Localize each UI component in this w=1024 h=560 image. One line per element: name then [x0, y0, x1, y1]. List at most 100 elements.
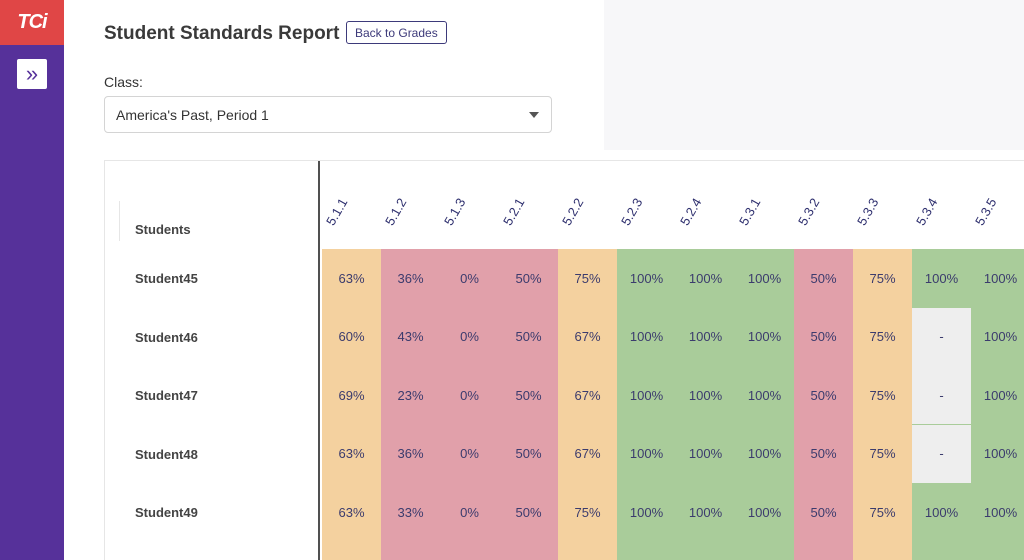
students-column-header[interactable]: Students [135, 222, 191, 237]
standard-column-header[interactable]: 5.3.2 [794, 161, 853, 249]
score-cell[interactable]: 100% [747, 504, 782, 520]
standard-column-header[interactable]: 5.3.3 [853, 161, 912, 249]
score-cell[interactable]: 100% [747, 446, 782, 461]
double-chevron-right-icon: » [25, 61, 39, 86]
score-cell[interactable]: 75% [574, 270, 601, 286]
standard-column-header[interactable]: 5.1.1 [322, 161, 381, 249]
score-cell[interactable]: 50% [810, 329, 837, 344]
standard-code: 5.2.2 [559, 195, 587, 228]
sidebar: TCi » [0, 0, 64, 560]
standard-column-header[interactable]: 5.3.1 [735, 161, 794, 249]
header-divider [119, 201, 120, 241]
score-cell[interactable]: 67% [574, 387, 601, 403]
score-cell[interactable]: 50% [515, 387, 542, 403]
score-cell[interactable]: 75% [869, 329, 896, 344]
score-cell[interactable]: 33% [397, 504, 424, 520]
score-cell[interactable]: 0% [460, 446, 479, 461]
score-cell[interactable]: 75% [574, 504, 601, 520]
standard-column-header[interactable]: 5.3.5 [971, 161, 1024, 249]
score-cell[interactable]: 100% [983, 329, 1018, 344]
score-cell[interactable]: 0% [460, 387, 479, 403]
standard-column-bg [676, 249, 735, 560]
score-cell[interactable]: 67% [574, 446, 601, 461]
standard-column-header[interactable]: 5.2.3 [617, 161, 676, 249]
class-select[interactable]: America's Past, Period 1 [104, 96, 552, 133]
score-cell[interactable]: 75% [869, 504, 896, 520]
score-cell[interactable]: 100% [688, 387, 723, 403]
score-cell[interactable]: 63% [338, 446, 365, 461]
score-cell[interactable]: 0% [460, 504, 479, 520]
score-cell[interactable]: 69% [338, 387, 365, 403]
score-cell[interactable]: 36% [397, 270, 424, 286]
score-cell[interactable]: 75% [869, 387, 896, 403]
score-cell[interactable]: 50% [810, 504, 837, 520]
score-cell[interactable]: 100% [924, 270, 959, 286]
score-cell[interactable]: 100% [983, 504, 1018, 520]
tci-logo[interactable]: TCi [0, 0, 64, 45]
score-cell[interactable]: 60% [338, 329, 365, 344]
student-name[interactable]: Student49 [135, 505, 198, 520]
standard-code: 5.3.5 [972, 195, 1000, 228]
student-name[interactable]: Student46 [135, 329, 198, 345]
standard-code: 5.2.3 [618, 195, 646, 228]
standard-column-bg [499, 249, 558, 560]
standard-column-header[interactable]: 5.2.4 [676, 161, 735, 249]
student-name[interactable]: Student48 [135, 446, 198, 462]
score-cell[interactable]: 100% [629, 329, 664, 344]
score-cell[interactable]: 75% [869, 270, 896, 286]
score-cell[interactable]: 100% [688, 329, 723, 344]
student-name[interactable]: Student47 [135, 388, 198, 403]
score-cell[interactable]: 36% [397, 446, 424, 461]
standard-column-header[interactable]: 5.2.1 [499, 161, 558, 249]
standard-column-bg [794, 249, 853, 560]
students-column: Students Student45 Student46 Student47 Stud… [105, 161, 320, 560]
score-cell[interactable]: 50% [810, 446, 837, 461]
standard-column-header[interactable]: 5.2.2 [558, 161, 617, 249]
score-cell[interactable]: 63% [338, 504, 365, 520]
score-cell[interactable]: 100% [629, 504, 664, 520]
score-cell[interactable]: 23% [397, 387, 424, 403]
score-cell[interactable]: 43% [397, 329, 424, 344]
standard-column-bg [440, 249, 499, 560]
score-cell[interactable]: 100% [688, 504, 723, 520]
back-to-grades-button[interactable]: Back to Grades [346, 21, 447, 44]
score-cell[interactable]: 100% [983, 446, 1018, 461]
score-cell[interactable]: 100% [629, 446, 664, 461]
score-cell[interactable]: 0% [460, 270, 479, 286]
score-cell[interactable]: 0% [460, 329, 479, 344]
standard-column-header[interactable]: 5.1.3 [440, 161, 499, 249]
standard-column-bg [322, 249, 381, 560]
score-cell[interactable]: 100% [629, 387, 664, 403]
score-cell[interactable]: - [912, 424, 971, 483]
score-cell[interactable]: 100% [983, 387, 1018, 403]
score-cell[interactable]: 100% [747, 387, 782, 403]
score-cell[interactable]: 50% [515, 270, 542, 286]
score-cell[interactable]: 50% [515, 329, 542, 344]
student-name[interactable]: Student45 [135, 271, 198, 286]
score-cell[interactable]: 100% [747, 329, 782, 344]
score-cell[interactable]: 50% [515, 446, 542, 461]
standard-code: 5.1.1 [323, 195, 351, 228]
score-cell[interactable]: 100% [747, 270, 782, 286]
score-cell[interactable]: 50% [810, 387, 837, 403]
score-cell[interactable]: 100% [688, 270, 723, 286]
score-cell[interactable]: 100% [983, 270, 1018, 286]
score-cell[interactable]: 50% [515, 504, 542, 520]
standard-column-header[interactable]: 5.1.2 [381, 161, 440, 249]
standard-column-bg [617, 249, 676, 560]
score-cell[interactable]: 67% [574, 329, 601, 344]
score-cell[interactable]: - [912, 366, 971, 424]
score-cell[interactable]: 63% [338, 270, 365, 286]
standard-column-header[interactable]: 5.3.4 [912, 161, 971, 249]
score-cell[interactable]: 100% [688, 446, 723, 461]
score-cell[interactable]: 50% [810, 270, 837, 286]
score-cell[interactable]: 75% [869, 446, 896, 461]
standard-column-bg [558, 249, 617, 560]
score-cell[interactable]: - [912, 307, 971, 366]
expand-sidebar-button[interactable]: » [17, 59, 47, 89]
score-cell[interactable]: 100% [629, 270, 664, 286]
standard-column-bg [971, 249, 1024, 560]
standard-code: 5.2.1 [500, 195, 528, 228]
score-cell[interactable]: 100% [924, 504, 959, 520]
